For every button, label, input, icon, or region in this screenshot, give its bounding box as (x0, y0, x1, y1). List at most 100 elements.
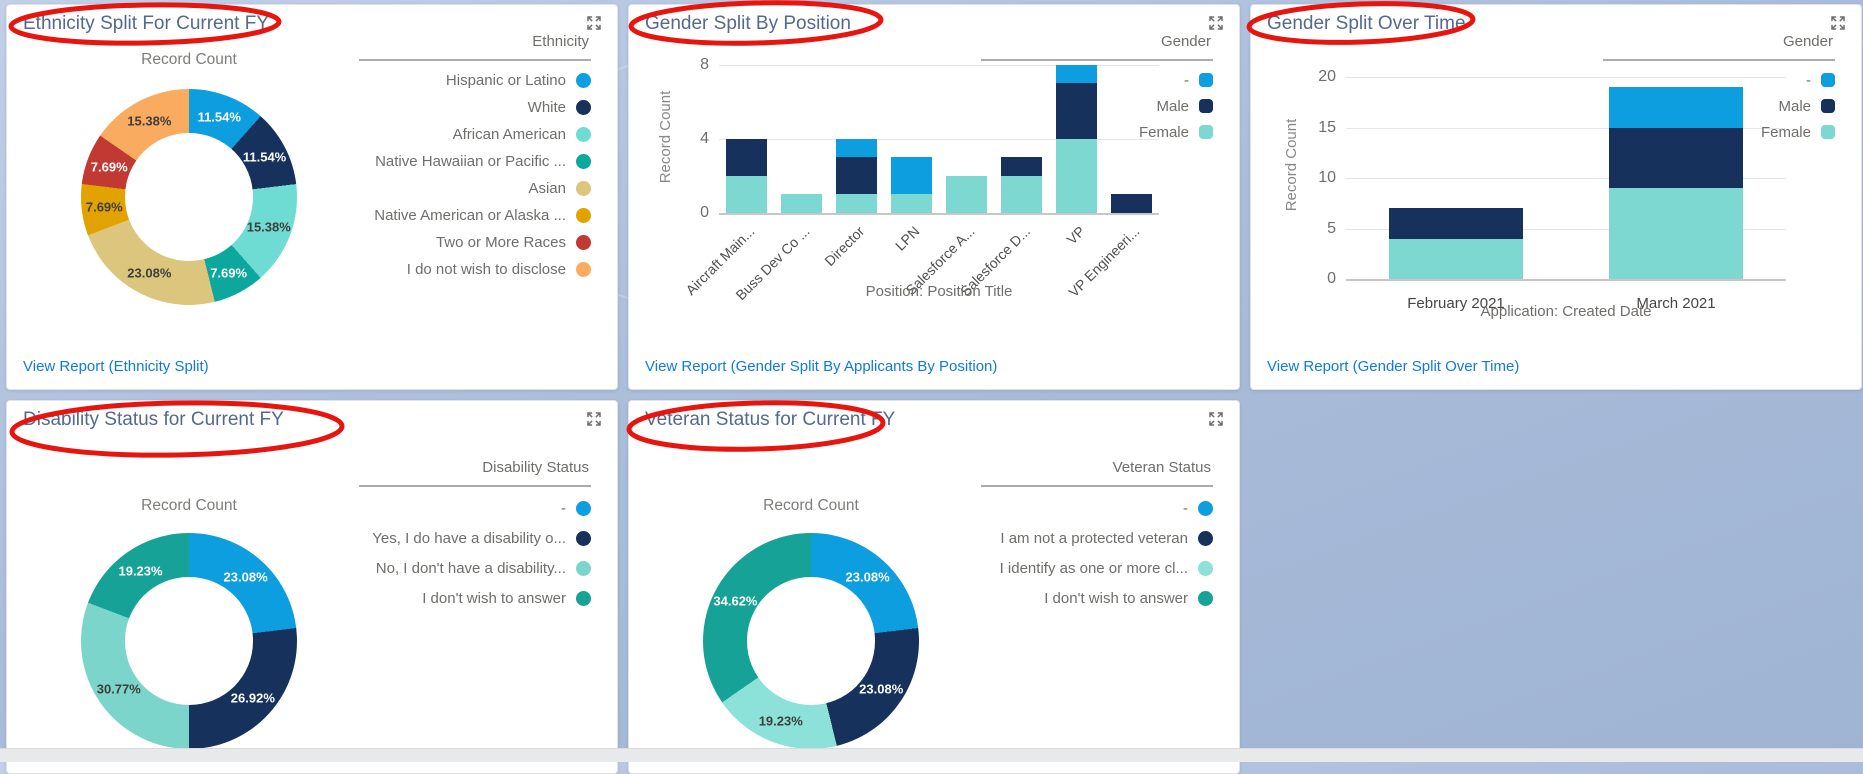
x-axis-label: Position: Position Title (865, 283, 1013, 300)
card-veteran-status: Veteran Status for Current FY Record Cou… (626, 400, 1240, 774)
legend-color-marker (576, 590, 591, 606)
legend-color-marker (1198, 500, 1213, 516)
legend-title: Gender (1160, 33, 1211, 50)
disability-donut-chart[interactable]: 23.08% 26.92% 30.77% 19.23% (81, 533, 297, 749)
chart-title: Record Count (763, 497, 859, 514)
legend-divider (981, 485, 1213, 487)
card-ethnicity-split: Ethnicity Split For Current FY Record Co… (6, 2, 618, 390)
legend-item: I identify as one or more cl... (981, 553, 1213, 583)
stacked-bar[interactable] (1110, 61, 1153, 213)
legend-color-marker (576, 100, 591, 115)
expand-icon[interactable] (1827, 13, 1849, 35)
card-gender-split-by-position: Gender Split By Position Record Count 0 4… (628, 0, 1240, 390)
stacked-bar[interactable] (725, 61, 768, 213)
donut-slice-percentage: 26.92% (230, 690, 275, 706)
view-report-link[interactable]: View Report (Ethnicity Split) (23, 358, 209, 375)
expand-icon[interactable] (583, 13, 605, 35)
ethnicity-donut-chart[interactable]: 11.54% 11.54% 15.38% 7.69% 23.08% 7.69% 7.69% 1… (81, 89, 297, 305)
bar-segment-Female (835, 194, 878, 213)
expand-icon[interactable] (1205, 13, 1227, 35)
legend-item: - (1603, 67, 1835, 93)
bar-segment-Female (1000, 175, 1043, 213)
view-report-link[interactable]: View Report (Gender Split By Applicants … (645, 358, 998, 375)
legend-color-marker (1821, 99, 1835, 113)
bottom-scroll-strip (0, 748, 1863, 762)
stacked-bar[interactable] (1055, 61, 1098, 213)
bar-segment-Female (725, 175, 768, 213)
legend-item: Two or More Races (359, 229, 591, 256)
stacked-bar[interactable] (835, 61, 878, 213)
veteran-legend: Veteran Status -I am not a protected vet… (981, 459, 1213, 613)
donut-slice-percentage: 7.69% (210, 265, 248, 281)
legend-item: I don't wish to answer (981, 583, 1213, 613)
view-report-link[interactable]: View Report (Gender Split Over Time) (1267, 358, 1520, 375)
stacked-bar[interactable] (1608, 67, 1744, 279)
card-gender-split-over-time: Gender Split Over Time Record Count 0 5 10… (1246, 1, 1862, 390)
y-axis-tick: 15 (1318, 118, 1336, 136)
gender-legend: Gender - Male Female (981, 33, 1213, 145)
legend-divider (981, 59, 1213, 61)
bar-segment-Male (1000, 157, 1043, 176)
legend-color-marker (576, 181, 591, 196)
gender-legend: Gender - Male Female (1603, 33, 1835, 145)
legend-divider (359, 485, 591, 487)
y-axis-tick: 8 (700, 55, 709, 73)
bar-segment-Female (1608, 188, 1744, 279)
legend-color-marker (576, 127, 591, 142)
y-axis-tick: 0 (700, 204, 709, 221)
donut-slice-percentage: 23.08% (127, 265, 172, 281)
legend-color-marker (576, 235, 591, 250)
stacked-bar[interactable] (1000, 61, 1043, 213)
bar-segment-Female (1388, 238, 1524, 279)
gender-time-bar-chart[interactable]: 0 5 10 15 20 February 2021 March 2021 (1318, 67, 1786, 312)
bar-segment-- (1608, 87, 1744, 128)
bar-segment-Male (725, 138, 768, 176)
x-axis-category: Director (821, 223, 868, 269)
bar-segment-Male (1055, 83, 1098, 139)
bar-segment-Female (1055, 138, 1098, 213)
stacked-bar[interactable] (780, 61, 823, 213)
legend-divider (1603, 59, 1835, 61)
legend-item: Native American or Alaska ... (359, 202, 591, 229)
expand-icon[interactable] (583, 409, 605, 431)
card-disability-status: Disability Status for Current FY Record … (6, 400, 618, 774)
chart-title: Record Count (141, 497, 237, 514)
legend-color-marker (1198, 560, 1213, 576)
legend-color-marker (1821, 125, 1835, 139)
stacked-bar[interactable] (890, 61, 933, 213)
bar-segment-- (835, 138, 878, 158)
y-axis-label: Record Count (1283, 118, 1300, 212)
legend-item: I do not wish to disclose (359, 256, 591, 283)
donut-slice-percentage: 30.77% (96, 681, 141, 697)
card-title: Ethnicity Split For Current FY (23, 13, 270, 34)
legend-item: I am not a protected veteran (981, 523, 1213, 553)
gender-position-bar-chart[interactable]: 0 4 8 Aircraft Main... Buss Dev Co ... Direct… (683, 56, 1159, 303)
donut-slice-percentage: 34.62% (713, 593, 758, 609)
legend-color-marker (1199, 125, 1213, 139)
legend-item: - (981, 493, 1213, 523)
legend-item: I don't wish to answer (359, 583, 591, 613)
legend-item: Male (1603, 93, 1835, 119)
legend-item: Yes, I do have a disability o... (359, 523, 591, 553)
disability-legend: Disability Status - Yes, I do have a disa… (359, 459, 591, 613)
donut-slice-percentage: 19.23% (118, 563, 163, 579)
legend-color-marker (1821, 73, 1835, 87)
legend-item: Female (1603, 119, 1835, 145)
x-axis-category: LPN (892, 223, 923, 254)
stacked-bar[interactable] (945, 61, 988, 213)
x-axis-category: VP (1063, 223, 1088, 248)
stacked-bar[interactable] (1388, 67, 1524, 279)
donut-slice-percentage: 7.69% (90, 159, 128, 175)
card-title: Gender Split By Position (645, 13, 851, 34)
ethnicity-legend: Ethnicity Hispanic or Latino White African… (359, 33, 591, 283)
legend-color-marker (576, 154, 591, 169)
expand-icon[interactable] (1205, 409, 1227, 431)
y-axis-tick: 10 (1318, 169, 1336, 187)
chart-title: Record Count (141, 51, 237, 68)
veteran-donut-chart[interactable]: 23.08% 23.08% 19.23% 34.62% (703, 533, 919, 749)
legend-title: Veteran Status (1112, 459, 1211, 476)
donut-slice-percentage: 11.54% (242, 149, 287, 165)
legend-color-marker (576, 262, 591, 277)
donut-slice-percentage: 15.38% (246, 219, 291, 235)
legend-title: Ethnicity (532, 33, 589, 50)
